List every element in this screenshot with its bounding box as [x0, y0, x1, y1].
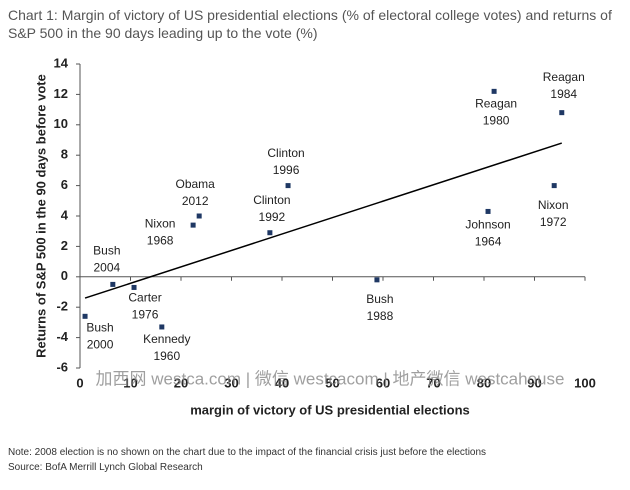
x-tick-label: 20	[174, 375, 188, 390]
point-label: Bush	[86, 320, 113, 334]
point-label: Nixon	[145, 216, 176, 230]
point-label: Bush	[93, 244, 120, 258]
point	[551, 183, 557, 189]
point-label: Kennedy	[143, 332, 190, 346]
point-label: Obama	[176, 177, 216, 191]
point	[131, 284, 137, 290]
y-tick-label: 2	[61, 238, 68, 253]
point	[110, 281, 116, 287]
y-tick-label: 0	[61, 268, 68, 283]
point-year: 1996	[273, 163, 300, 177]
point-year: 1964	[475, 235, 502, 249]
point-label: Reagan	[475, 97, 517, 111]
point-label: Carter	[128, 291, 161, 305]
point-year: 2004	[93, 261, 120, 275]
x-tick-label: 50	[325, 375, 339, 390]
y-axis-title: Returns of S&P 500 in the 90 days before…	[33, 74, 48, 358]
note: Note: 2008 election is no shown on the c…	[8, 447, 487, 458]
x-tick-label: 60	[376, 375, 390, 390]
point-year: 1960	[153, 349, 180, 363]
x-tick-label: 70	[426, 375, 440, 390]
point	[285, 183, 291, 189]
x-tick-label: 10	[123, 375, 137, 390]
footer: Note: 2008 election is no shown on the c…	[8, 445, 486, 475]
x-tick-label: 30	[224, 375, 238, 390]
point-year: 1976	[132, 308, 159, 322]
x-tick-label: 40	[275, 375, 289, 390]
source: Source: BofA Merrill Lynch Global Resear…	[8, 462, 203, 473]
trend-line	[84, 142, 563, 299]
point-year: 1984	[550, 87, 577, 101]
x-tick-label: 80	[477, 375, 491, 390]
point-label: Bush	[366, 292, 393, 306]
chart-title: Chart 1: Margin of victory of US preside…	[8, 7, 612, 41]
y-tick-label: -6	[56, 359, 68, 374]
point	[491, 88, 497, 94]
point-year: 2000	[87, 337, 114, 351]
point-label: Nixon	[538, 198, 569, 212]
point-year: 1972	[540, 215, 567, 229]
point	[159, 324, 165, 330]
point	[374, 277, 380, 283]
x-tick-label: 0	[76, 375, 83, 390]
point	[196, 213, 202, 219]
y-tick-label: -2	[56, 299, 68, 314]
point-label: Johnson	[465, 218, 510, 232]
watermark: 加西网 westca.com | 微信 westcacom | 地产微信 wes…	[96, 369, 565, 388]
point	[485, 208, 491, 214]
y-tick-label: 14	[54, 55, 69, 70]
y-tick-label: -4	[56, 329, 68, 344]
y-tick-label: 4	[61, 207, 69, 222]
y-tick-label: 6	[61, 177, 68, 192]
point-year: 2012	[182, 194, 209, 208]
point-label: Reagan	[543, 70, 585, 84]
x-tick-label: 90	[527, 375, 541, 390]
point-year: 1988	[367, 309, 394, 323]
x-tick-label: 100	[574, 375, 596, 390]
x-axis-title: margin of victory of US presidential ele…	[190, 402, 470, 417]
point-year: 1980	[483, 114, 510, 128]
point-year: 1992	[259, 210, 286, 224]
point	[190, 222, 196, 228]
chart: margin of victory of US presidential ele…	[33, 55, 596, 417]
y-tick-label: 10	[54, 116, 68, 131]
y-tick-label: 12	[54, 86, 68, 101]
point-year: 1968	[147, 233, 174, 247]
point	[267, 230, 273, 236]
point-label: Clinton	[267, 146, 304, 160]
y-tick-label: 8	[61, 147, 68, 162]
point	[82, 313, 88, 319]
point	[559, 110, 565, 116]
point-label: Clinton	[253, 193, 290, 207]
